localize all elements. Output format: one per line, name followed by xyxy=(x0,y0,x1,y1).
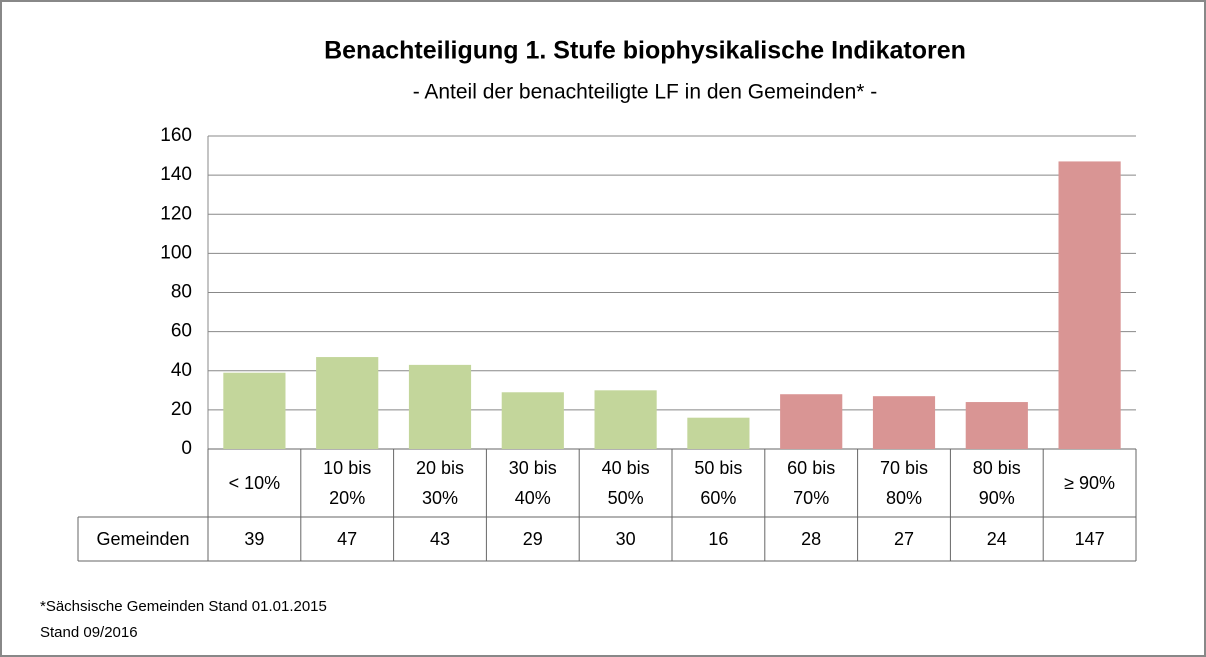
y-tick-label: 100 xyxy=(160,242,192,263)
x-tick-label: 50 bis 60% xyxy=(694,458,743,508)
value-label: 39 xyxy=(244,529,265,549)
bar xyxy=(872,396,936,449)
x-tick-label: 40 bis 50% xyxy=(601,458,650,508)
x-tick-label: 60 bis 70% xyxy=(787,458,836,508)
bar xyxy=(687,417,750,449)
x-tick-label: < 10% xyxy=(228,473,281,493)
bar xyxy=(965,402,1028,449)
value-label: 29 xyxy=(522,529,543,549)
x-tick-label: 70 bis 80% xyxy=(879,458,929,508)
y-tick-label: 160 xyxy=(160,125,192,146)
value-label: 16 xyxy=(708,529,729,549)
footnote: *Sächsische Gemeinden Stand 01.01.2015 xyxy=(40,598,327,615)
value-label: 24 xyxy=(986,529,1007,549)
x-tick-label: 20 bis 30% xyxy=(415,458,465,508)
value-label: 28 xyxy=(801,529,822,549)
x-tick-label: ≥ 90% xyxy=(1064,473,1116,493)
y-tick-label: 120 xyxy=(160,203,192,224)
y-tick-label: 80 xyxy=(171,282,192,303)
bar xyxy=(780,394,843,449)
x-tick-label: 30 bis 40% xyxy=(508,458,557,508)
y-tick-label: 140 xyxy=(160,164,192,185)
y-tick-label: 40 xyxy=(171,360,192,381)
series-name: Gemeinden xyxy=(96,529,190,549)
bar xyxy=(594,390,657,449)
bar xyxy=(1058,161,1121,449)
bar xyxy=(223,372,286,449)
y-tick-label: 0 xyxy=(181,438,192,459)
y-tick-label: 60 xyxy=(171,321,192,342)
value-label: 43 xyxy=(429,529,450,549)
bar xyxy=(316,357,379,449)
x-tick-label: 10 bis 20% xyxy=(323,458,372,508)
footnote: Stand 09/2016 xyxy=(40,624,138,641)
value-label: 27 xyxy=(893,529,914,549)
value-label: 147 xyxy=(1074,529,1105,549)
value-label: 30 xyxy=(615,529,636,549)
y-tick-label: 20 xyxy=(171,399,192,420)
value-label: 47 xyxy=(337,529,358,549)
bar xyxy=(501,392,564,449)
x-tick-label: 80 bis 90% xyxy=(972,458,1021,508)
bar xyxy=(408,364,472,449)
chart-title: Benachteiligung 1. Stufe biophysikalisch… xyxy=(324,37,966,65)
chart-subtitle: - Anteil der benachteiligte LF in den Ge… xyxy=(413,81,878,104)
